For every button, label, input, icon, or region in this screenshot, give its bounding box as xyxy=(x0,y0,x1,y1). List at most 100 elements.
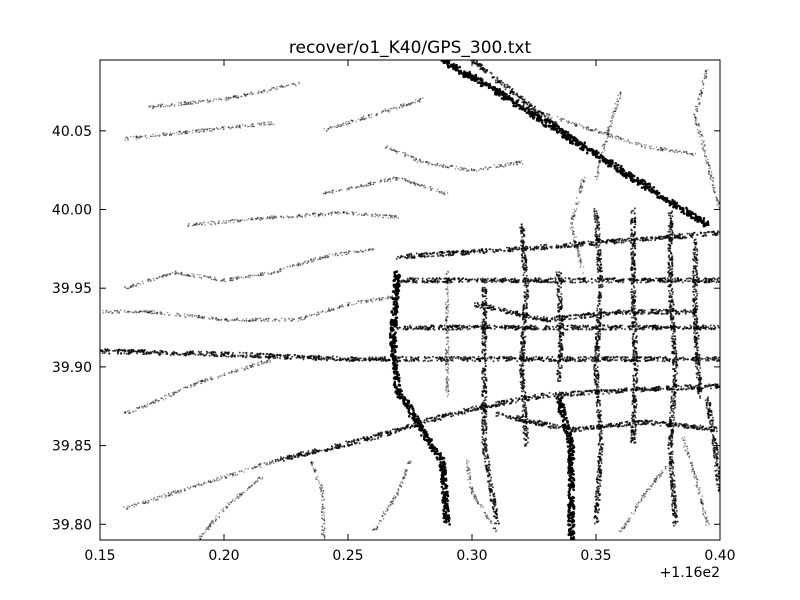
gps-point xyxy=(548,391,551,394)
gps-point xyxy=(123,352,126,355)
gps-point xyxy=(540,121,544,125)
gps-point xyxy=(690,216,693,220)
gps-point xyxy=(553,121,556,124)
gps-point xyxy=(252,356,255,359)
gps-point xyxy=(146,351,149,353)
gps-point xyxy=(647,182,650,186)
gps-point xyxy=(460,325,463,328)
gps-point xyxy=(711,442,714,445)
gps-point xyxy=(711,358,714,361)
gps-point xyxy=(179,353,182,356)
gps-point xyxy=(587,390,590,392)
gps-point xyxy=(590,390,593,392)
gps-point xyxy=(551,277,554,280)
gps-point xyxy=(358,442,361,445)
gps-point xyxy=(712,328,715,331)
gps-point xyxy=(503,326,506,329)
gps-point xyxy=(649,355,652,358)
gps-point xyxy=(715,281,718,284)
gps-point xyxy=(552,328,555,331)
gps-point xyxy=(448,523,451,526)
gps-point xyxy=(709,402,712,405)
gps-point xyxy=(611,325,614,328)
gps-point xyxy=(600,388,603,391)
gps-point xyxy=(542,359,545,362)
gps-point xyxy=(395,300,398,303)
gps-point xyxy=(493,76,496,79)
gps-point xyxy=(587,148,590,151)
gps-point xyxy=(705,404,708,407)
gps-point xyxy=(302,451,305,453)
gps-point xyxy=(663,281,666,284)
gps-track xyxy=(388,270,451,526)
gps-point xyxy=(675,202,678,205)
gps-point xyxy=(205,350,208,353)
gps-point xyxy=(258,355,261,358)
gps-point xyxy=(554,278,557,281)
gps-point xyxy=(488,406,491,409)
gps-point xyxy=(397,280,400,283)
gps-point xyxy=(716,457,719,460)
gps-point xyxy=(441,499,444,502)
gps-point xyxy=(380,431,383,434)
gps-point xyxy=(522,101,525,104)
gps-point xyxy=(569,499,573,503)
gps-point xyxy=(428,440,432,444)
gps-point xyxy=(532,356,535,359)
gps-point xyxy=(461,281,464,283)
gps-point xyxy=(559,128,562,131)
gps-point xyxy=(393,283,397,287)
gps-point xyxy=(312,358,315,361)
gps-point xyxy=(699,328,702,331)
gps-point xyxy=(609,356,612,359)
gps-point xyxy=(707,408,710,411)
gps-point xyxy=(614,327,617,330)
gps-point xyxy=(557,126,560,129)
gps-point xyxy=(567,452,571,455)
gps-point xyxy=(572,446,576,449)
gps-point xyxy=(408,412,412,415)
gps-point xyxy=(412,411,416,415)
gps-point xyxy=(432,355,434,358)
gps-point xyxy=(399,356,401,359)
gps-point xyxy=(563,280,566,283)
gps-point xyxy=(670,202,674,205)
gps-point xyxy=(450,415,453,418)
gps-point xyxy=(500,279,503,282)
gps-point xyxy=(614,390,617,393)
gps-point xyxy=(507,279,510,281)
gps-point xyxy=(496,405,499,407)
gps-point xyxy=(592,153,595,157)
gps-point xyxy=(564,129,567,132)
gps-point xyxy=(408,360,411,363)
gps-point xyxy=(677,388,680,391)
gps-point xyxy=(397,282,401,286)
gps-point xyxy=(688,387,691,390)
gps-point xyxy=(464,408,466,411)
gps-point xyxy=(717,467,720,470)
gps-point xyxy=(356,358,359,361)
gps-point xyxy=(503,399,506,402)
gps-point xyxy=(108,352,111,355)
gps-point xyxy=(565,359,568,362)
gps-point xyxy=(532,394,535,397)
gps-point xyxy=(401,426,404,429)
gps-point xyxy=(694,212,697,216)
gps-point xyxy=(518,326,520,329)
gps-point xyxy=(578,358,581,361)
gps-point xyxy=(622,358,625,361)
gps-point xyxy=(387,431,390,434)
gps-point xyxy=(582,280,585,283)
gps-point xyxy=(392,376,396,380)
gps-point xyxy=(612,389,615,392)
gps-point xyxy=(427,443,430,446)
gps-point xyxy=(567,277,570,280)
gps-point xyxy=(412,358,415,361)
gps-point xyxy=(626,356,629,359)
gps-point xyxy=(710,413,713,416)
gps-point xyxy=(713,441,716,444)
gps-point xyxy=(709,414,711,417)
gps-point xyxy=(568,447,572,451)
gps-point xyxy=(467,410,470,413)
gps-point xyxy=(677,384,680,387)
